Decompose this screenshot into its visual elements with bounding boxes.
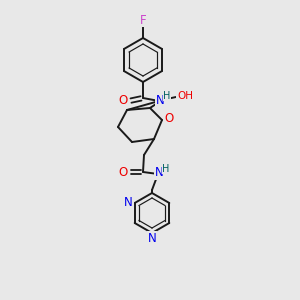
- Text: F: F: [140, 14, 146, 26]
- Text: N: N: [156, 94, 164, 106]
- Text: O: O: [118, 166, 127, 178]
- Text: O: O: [118, 94, 127, 107]
- Text: H: H: [162, 164, 170, 174]
- Text: N: N: [154, 167, 164, 179]
- Text: OH: OH: [177, 91, 193, 101]
- Text: N: N: [124, 196, 133, 208]
- Text: N: N: [148, 232, 156, 244]
- Text: H: H: [163, 91, 171, 101]
- Text: O: O: [164, 112, 174, 125]
